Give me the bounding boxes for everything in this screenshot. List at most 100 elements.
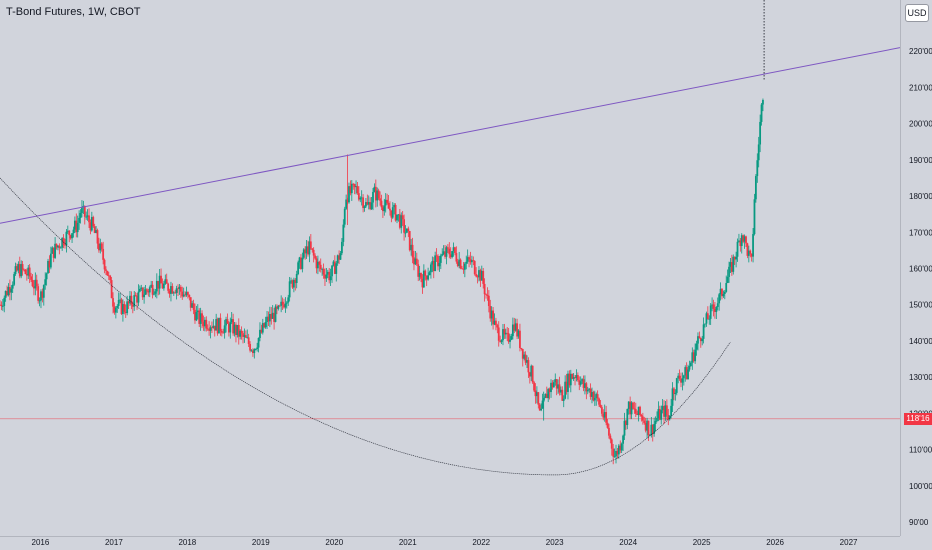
candle-body — [177, 288, 179, 290]
x-tick-label: 2025 — [693, 538, 711, 547]
resistance-trendline — [0, 47, 901, 224]
candle-body — [185, 292, 188, 296]
y-tick-label: 110'00 — [909, 446, 932, 455]
currency-button[interactable]: USD — [905, 4, 929, 22]
candle-body — [316, 261, 319, 269]
candle-body — [715, 306, 718, 312]
candle-body — [171, 286, 174, 294]
x-tick-label: 2026 — [766, 538, 784, 547]
candle-body — [582, 379, 585, 388]
candle-body — [219, 317, 222, 331]
candle-body — [336, 255, 339, 264]
candle-body — [302, 249, 305, 258]
candle-body — [527, 360, 530, 373]
candle-body — [626, 408, 629, 426]
candle-body — [312, 249, 315, 256]
candle-body — [455, 253, 458, 262]
candle-body — [701, 338, 704, 342]
candle-body — [576, 375, 579, 381]
candle-body — [639, 406, 641, 416]
candle-body — [682, 375, 685, 379]
candle-body — [348, 186, 350, 203]
candle-body — [52, 247, 55, 258]
candle-body — [606, 422, 609, 428]
candle-body — [222, 332, 225, 334]
candle-body — [615, 450, 617, 457]
candle-body — [653, 423, 656, 434]
candle-body — [736, 241, 739, 257]
candle-body — [632, 402, 634, 409]
candle-body — [1, 306, 4, 307]
candle-body — [172, 292, 175, 294]
candle-body — [550, 382, 552, 393]
y-tick-label: 220'00 — [909, 47, 932, 56]
candle-body — [509, 339, 511, 342]
candle-body — [390, 210, 393, 218]
candle-body — [421, 278, 424, 288]
candle-body — [708, 318, 711, 320]
candle-body — [500, 340, 503, 342]
candle-body — [531, 365, 534, 383]
candle-body — [218, 317, 220, 334]
candle-body — [366, 202, 369, 205]
candle-body — [633, 408, 636, 410]
x-tick-label: 2027 — [840, 538, 858, 547]
candle-body — [640, 415, 643, 417]
candle-body — [90, 217, 93, 231]
candle-body — [3, 297, 6, 307]
candle-body — [170, 286, 172, 294]
candle-body — [6, 291, 8, 296]
candle-body — [465, 261, 468, 264]
candle-body — [417, 264, 420, 277]
candle-body — [66, 230, 69, 232]
candle-body — [393, 204, 396, 208]
candle-body — [250, 350, 253, 352]
candle-body — [304, 249, 307, 254]
candle-body — [374, 186, 377, 201]
x-tick-label: 2020 — [325, 538, 343, 547]
y-tick-label: 150'00 — [909, 301, 932, 310]
candle-body — [264, 321, 267, 328]
y-tick-label: 180'00 — [909, 192, 932, 201]
candle-body — [581, 379, 584, 382]
candle-body — [277, 305, 280, 309]
candle-body — [664, 405, 667, 417]
candle-body — [502, 329, 504, 341]
candle-body — [428, 272, 431, 276]
candle-body — [48, 260, 51, 268]
candle-body — [73, 220, 76, 230]
candle-body — [391, 207, 394, 218]
candle-body — [593, 397, 596, 401]
candle-body — [472, 260, 475, 262]
candle-body — [95, 230, 97, 233]
candle-body — [706, 313, 709, 320]
candle-body — [117, 300, 120, 306]
candle-body — [8, 287, 11, 293]
candle-body — [670, 405, 673, 416]
candle-body — [89, 222, 92, 231]
candle-body — [267, 316, 270, 322]
candle-body — [230, 319, 233, 323]
candle-body — [155, 280, 158, 292]
candle-body — [10, 288, 13, 293]
candle-body — [510, 336, 513, 340]
candle-body — [716, 303, 719, 307]
candle-body — [538, 404, 541, 411]
candle-body — [256, 347, 259, 349]
candle-body — [103, 259, 106, 270]
candle-body — [369, 202, 372, 210]
candle-body — [240, 330, 243, 334]
candle-body — [363, 206, 366, 209]
candle-body — [116, 305, 119, 308]
candle-body — [524, 354, 527, 363]
candle-body — [119, 299, 121, 301]
candle-body — [711, 304, 713, 306]
candle-body — [530, 365, 533, 377]
y-tick-label: 140'00 — [909, 337, 932, 346]
candle-body — [401, 215, 404, 220]
candle-body — [198, 310, 201, 324]
candle-body — [674, 392, 677, 395]
candle-body — [427, 275, 430, 280]
